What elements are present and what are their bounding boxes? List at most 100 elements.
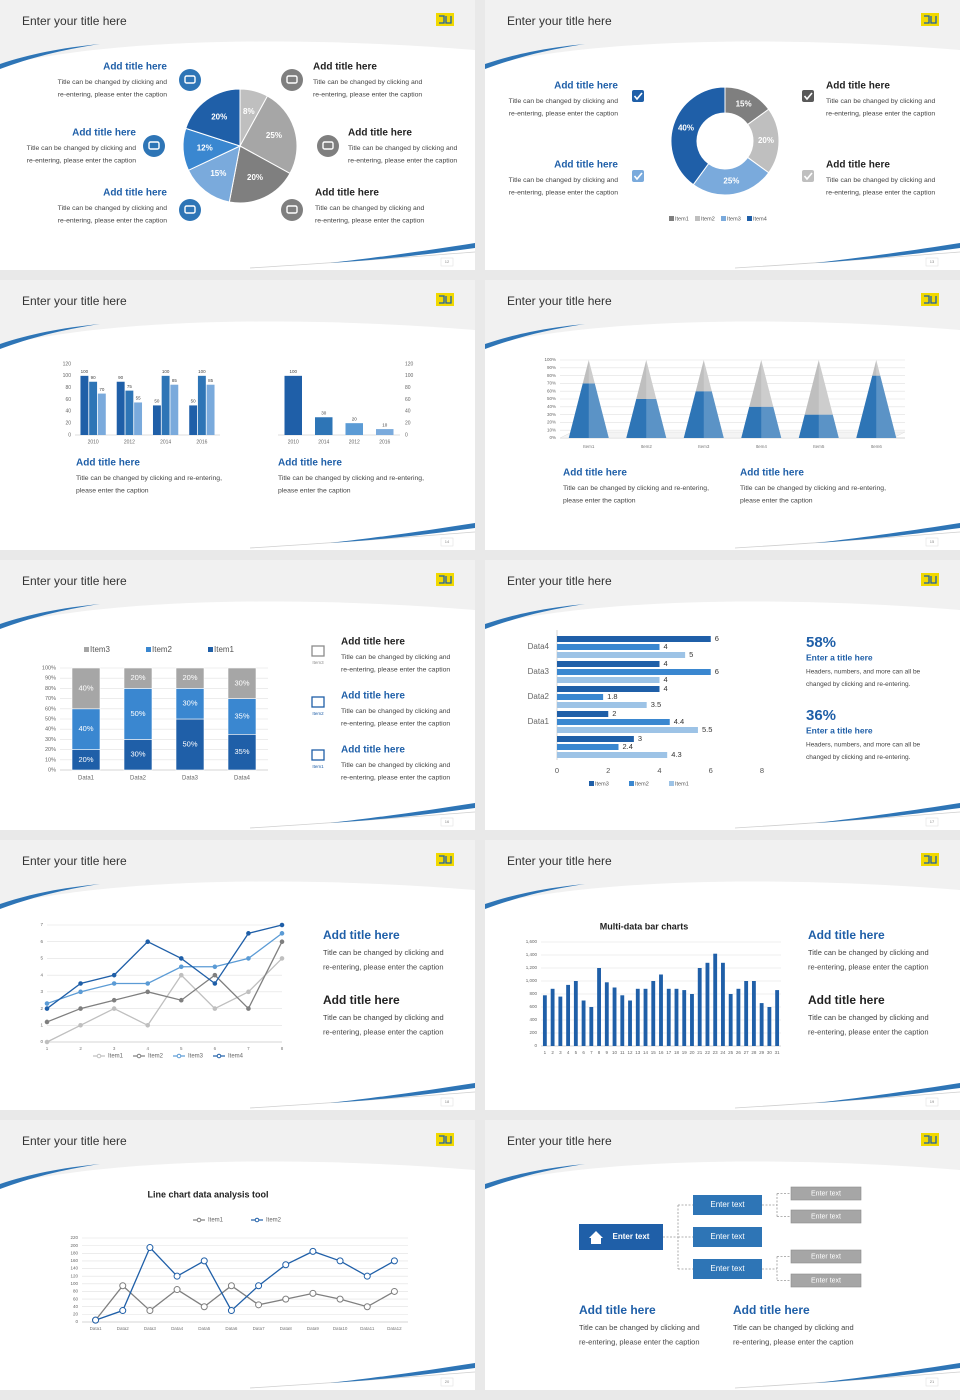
slide-title: Enter your title here — [507, 14, 612, 28]
line — [46, 941, 283, 1023]
bar — [97, 393, 106, 435]
y-tick-label: 100% — [42, 665, 56, 671]
x-tick-label: Data9 — [307, 1326, 320, 1331]
data-label: 85 — [208, 378, 214, 383]
swoosh — [249, 531, 476, 549]
bar — [604, 982, 609, 1046]
slide: Enter your title here 14 Add title here Tit… — [0, 280, 476, 550]
data-label: 20% — [78, 755, 93, 764]
bar — [557, 736, 634, 742]
y-tick-label: 1 — [40, 1022, 43, 1027]
bar — [759, 1003, 764, 1046]
point — [111, 972, 117, 978]
legend-label: Item2 — [148, 1054, 164, 1060]
legend-swatch — [721, 216, 726, 221]
leaf-label: Enter text — [811, 1213, 841, 1220]
y-tick-label: 100 — [70, 1281, 78, 1286]
bar — [728, 994, 733, 1046]
block-caption: Title can be changed by clicking and — [27, 145, 137, 152]
slice-label: 20% — [758, 136, 774, 145]
middle-node — [693, 1195, 762, 1215]
bar — [557, 686, 660, 692]
legend-label: Item3 — [595, 781, 609, 787]
bar — [557, 644, 660, 650]
slice — [228, 145, 291, 204]
slide-body — [0, 1161, 475, 1390]
root-label: Enter text — [613, 1232, 650, 1241]
bar — [345, 423, 363, 435]
middle-node — [693, 1259, 762, 1279]
block-caption: Title can be changed by clicking and — [315, 205, 425, 212]
bar — [767, 1007, 772, 1046]
leaf-node — [790, 1249, 862, 1264]
slide-title: Enter your title here — [507, 294, 612, 308]
point — [44, 1006, 50, 1011]
bar — [666, 988, 671, 1046]
x-tick-label: 2010 — [288, 439, 299, 445]
data-label: 20% — [182, 673, 197, 682]
block-caption: Title can be changed by clicking and — [323, 948, 444, 957]
leaf-label: Enter text — [811, 1253, 841, 1260]
legend-label: Item2 — [701, 216, 715, 222]
middle-label: Enter text — [710, 1264, 745, 1273]
y-tick-label: Data2 — [528, 692, 550, 701]
x-tick-label: Data8 — [280, 1326, 293, 1331]
slice — [670, 86, 726, 186]
block-caption: Title can be changed by clicking and — [509, 98, 619, 105]
swoosh — [249, 1371, 476, 1389]
legend-swatch — [669, 781, 674, 786]
point — [309, 1289, 317, 1297]
legend-label: Item1 — [108, 1054, 124, 1060]
bar-segment — [175, 718, 205, 771]
icon — [311, 749, 325, 761]
icon-label: Item1 — [312, 764, 324, 769]
point — [178, 972, 184, 978]
x-tick-label: 23 — [713, 1050, 719, 1055]
block-caption: re-entering, please enter the caption — [313, 91, 422, 98]
data-label: 4 — [664, 642, 668, 651]
block-caption: Title can be changed by clicking and — [733, 1323, 854, 1332]
y-tick-label: 20 — [405, 420, 411, 426]
block-caption: re-entering, please enter the caption — [323, 962, 444, 971]
line — [95, 1284, 395, 1321]
x-tick-label: 3 — [113, 1046, 116, 1051]
legend-label: Item3 — [90, 645, 111, 654]
y-tick-label: 20 — [73, 1312, 79, 1317]
point — [173, 1272, 181, 1280]
y-tick-label: 220 — [70, 1235, 78, 1240]
x-tick-label: Data6 — [225, 1326, 238, 1331]
page-box — [440, 537, 454, 547]
point — [363, 1272, 371, 1280]
block-caption: Title can be changed by clicking and — [509, 177, 619, 184]
x-tick-label: 13 — [635, 1050, 641, 1055]
stat-caption: Headers, numbers, and more can all be — [806, 742, 921, 749]
icon-glyph — [148, 141, 160, 150]
page-box — [440, 257, 454, 267]
check — [633, 92, 643, 101]
floor — [559, 431, 906, 439]
swoosh — [734, 811, 960, 829]
x-tick-label: 1 — [46, 1046, 49, 1051]
bar — [713, 953, 718, 1046]
block-title: Add title here — [808, 993, 885, 1007]
data-label: 1.8 — [607, 692, 617, 701]
legend-marker — [136, 1053, 142, 1059]
bar — [80, 375, 89, 435]
block-title: Add title here — [72, 128, 136, 139]
x-tick-label: 0 — [555, 766, 559, 775]
point — [119, 1307, 127, 1315]
x-tick-label: Item2 — [641, 444, 653, 449]
bar — [690, 994, 694, 1046]
point — [390, 1287, 398, 1295]
bar — [705, 962, 710, 1046]
data-label: 30% — [234, 678, 249, 687]
point — [390, 1257, 398, 1265]
slice-label: 20% — [247, 173, 263, 182]
connector — [762, 1193, 791, 1217]
block-caption: re-entering, please enter the caption — [826, 189, 935, 196]
y-tick-label: 120 — [63, 361, 72, 367]
bar — [161, 375, 170, 435]
slide: Enter your title here 13 Add title here Tit… — [485, 0, 960, 270]
